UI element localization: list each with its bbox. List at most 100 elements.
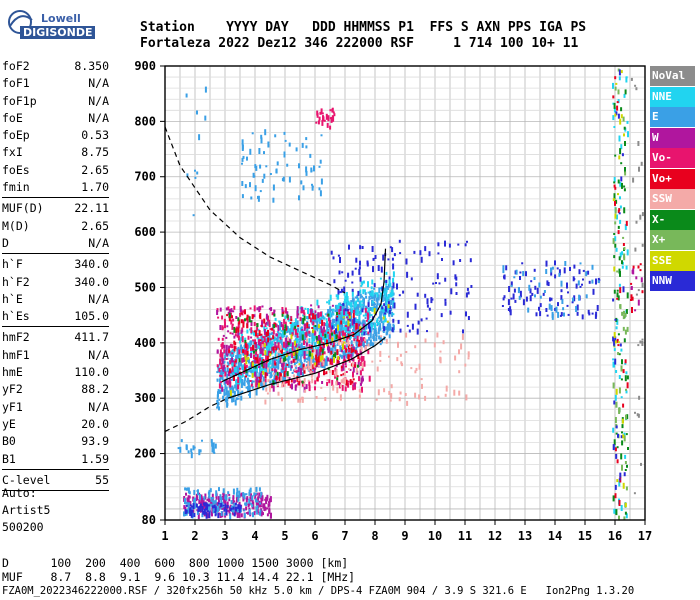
echo-point [382, 254, 385, 261]
echo-point [400, 361, 403, 365]
echo-point [358, 339, 361, 346]
echo-point [243, 509, 246, 512]
echo-point [247, 356, 250, 360]
echo-point [337, 356, 340, 360]
echo-point [288, 377, 291, 380]
echo-point [265, 331, 268, 337]
echo-point [315, 335, 318, 340]
echo-point [638, 166, 640, 172]
echo-point [234, 373, 237, 376]
echo-point [367, 281, 369, 288]
echo-point [614, 484, 617, 490]
echo-point [256, 354, 259, 361]
echo-point [302, 309, 305, 314]
echo-point [320, 337, 323, 344]
echo-point [376, 318, 379, 322]
echo-point [503, 295, 506, 299]
echo-point [418, 394, 421, 400]
echo-point [217, 316, 220, 319]
echo-point [249, 487, 252, 493]
echo-point [333, 113, 336, 117]
echo-point [619, 343, 622, 347]
echo-point [262, 379, 265, 382]
echo-point [228, 498, 231, 502]
echo-point [343, 341, 346, 344]
echo-point [381, 306, 384, 310]
echo-point [375, 398, 378, 401]
echo-point [625, 76, 628, 83]
echo-point [239, 338, 242, 341]
echo-point [359, 289, 362, 294]
echo-point [625, 414, 627, 420]
echo-point [613, 266, 616, 272]
echo-point [382, 291, 385, 294]
echo-point [356, 331, 359, 336]
echo-point [332, 256, 335, 260]
echo-point [206, 503, 208, 510]
echo-point [426, 298, 429, 305]
echo-point [561, 299, 564, 304]
echo-point [624, 89, 627, 95]
echo-point [210, 499, 213, 505]
echo-point [299, 327, 302, 332]
echo-point [345, 348, 348, 353]
echo-point [241, 181, 244, 186]
echo-point [305, 366, 308, 370]
echo-point [410, 367, 413, 370]
echo-point [364, 312, 367, 317]
echo-point [227, 330, 230, 333]
echo-point [339, 346, 342, 352]
echo-point [363, 289, 366, 293]
echo-point [330, 250, 333, 255]
echo-point [252, 512, 254, 518]
echo-point [325, 361, 328, 367]
echo-point [301, 328, 304, 331]
echo-point [414, 392, 417, 398]
muf-frequency-row: MUF 8.7 8.8 9.1 9.6 10.3 11.4 14.4 22.1 … [2, 570, 356, 584]
echo-point [288, 354, 291, 357]
echo-point [368, 312, 371, 318]
echo-point [228, 349, 231, 353]
echo-point [530, 280, 533, 283]
echo-point [241, 336, 244, 343]
echo-point [311, 185, 314, 191]
echo-point [220, 381, 223, 383]
echo-point [301, 382, 304, 387]
echo-point [347, 272, 350, 278]
echo-point [185, 501, 188, 505]
echo-point [620, 396, 623, 399]
echo-point [343, 345, 346, 350]
echo-point [311, 378, 314, 384]
echo-point [542, 292, 545, 296]
echo-point [221, 337, 224, 341]
echo-point [614, 493, 617, 499]
echo-point [313, 368, 316, 374]
echo-point [392, 325, 395, 331]
echo-point [326, 381, 329, 386]
echo-point [358, 376, 361, 382]
echo-point [578, 294, 581, 301]
echo-point [265, 363, 268, 369]
echo-point [275, 375, 278, 380]
echo-point [233, 500, 236, 503]
echo-point [414, 370, 417, 374]
echo-point [266, 352, 269, 359]
echo-point [386, 310, 389, 314]
echo-point [259, 347, 262, 354]
echo-point [351, 362, 354, 368]
echo-point [298, 363, 301, 366]
echo-point [613, 102, 616, 109]
echo-point [346, 312, 349, 315]
echo-point [261, 344, 264, 348]
echo-point [577, 280, 580, 286]
echo-point [244, 354, 247, 360]
echo-point [612, 238, 615, 245]
param-value: 340.0 [74, 257, 109, 272]
echo-point [265, 387, 268, 392]
echo-point [296, 306, 299, 312]
echo-point [631, 269, 634, 274]
echo-point [265, 341, 268, 346]
echo-point [630, 294, 633, 301]
echo-point [625, 220, 628, 226]
echo-point [245, 502, 248, 506]
